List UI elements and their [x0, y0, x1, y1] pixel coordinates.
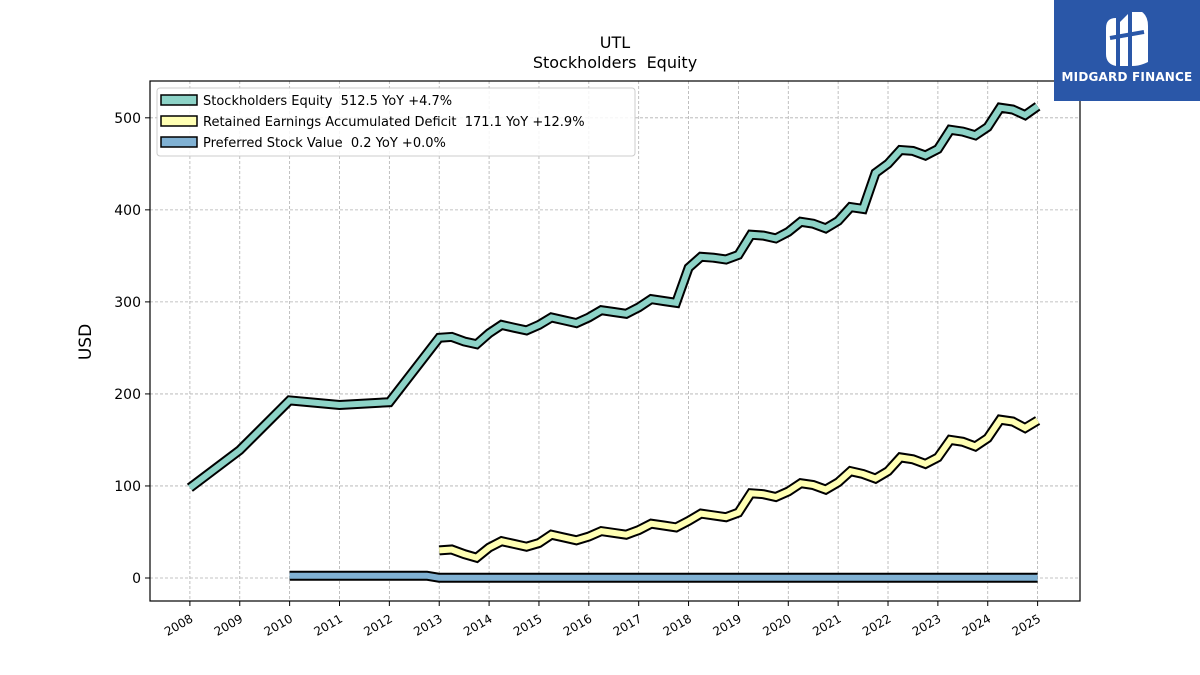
x-tick-label: 2009: [212, 611, 245, 638]
legend-swatch: [160, 115, 198, 127]
y-tick-label: 100: [114, 479, 141, 495]
x-tick-label: 2017: [611, 611, 644, 638]
x-axis: 2008 2009 2010 2011 2012 2013 2014 2015 2016 2017…: [162, 601, 1043, 639]
x-tick-label: 2021: [810, 611, 843, 638]
brand-name: MIDGARD FINANCE: [1061, 70, 1193, 84]
x-tick-label: 2024: [960, 611, 993, 638]
y-tick-label: 500: [114, 111, 141, 127]
x-tick-label: 2016: [561, 611, 594, 638]
y-axis-label: USD: [76, 324, 96, 360]
plot-frame: [149, 80, 1081, 602]
x-tick-label: 2011: [312, 611, 345, 638]
y-tick-label: 0: [132, 571, 141, 587]
x-tick-label: 2014: [461, 611, 494, 638]
legend: Stockholders Equity 512.5 YoY +4.7% Retai…: [156, 87, 636, 157]
x-tick-label: 2010: [262, 611, 295, 638]
legend-label: Retained Earnings Accumulated Deficit 17…: [203, 115, 585, 130]
x-tick-label: 2023: [910, 611, 943, 638]
series-layer: [186, 102, 1041, 583]
legend-swatch: [160, 94, 198, 106]
chart-subtitle: Stockholders Equity: [533, 53, 697, 72]
series-outline-0: [186, 102, 1041, 492]
x-tick-label: 2025: [1010, 611, 1043, 638]
legend-box: [156, 87, 636, 157]
x-tick-label: 2008: [162, 611, 195, 638]
brand-logo: MIDGARD FINANCE: [1054, 0, 1200, 101]
x-tick-label: 2022: [860, 611, 893, 638]
y-axis: 0 100 200 300 400 500: [114, 111, 150, 587]
legend-label: Preferred Stock Value 0.2 YoY +0.0%: [203, 136, 446, 151]
x-tick-label: 2018: [661, 611, 694, 638]
grid-lines: [150, 81, 1080, 601]
x-tick-label: 2015: [511, 611, 544, 638]
chart-title: UTL: [600, 33, 630, 52]
y-tick-label: 400: [114, 203, 141, 219]
x-tick-label: 2019: [710, 611, 743, 638]
y-tick-label: 300: [114, 295, 141, 311]
legend-label: Stockholders Equity 512.5 YoY +4.7%: [203, 94, 452, 109]
series-line-0: [188, 103, 1040, 491]
midgard-logo-icon: [1106, 12, 1148, 66]
series-line-2: [289, 572, 1038, 581]
legend-swatch: [160, 136, 198, 148]
series-line-1: [438, 416, 1040, 562]
x-tick-label: 2020: [760, 611, 793, 638]
y-tick-label: 200: [114, 387, 141, 403]
x-tick-label: 2012: [361, 611, 394, 638]
x-tick-label: 2013: [411, 611, 444, 638]
